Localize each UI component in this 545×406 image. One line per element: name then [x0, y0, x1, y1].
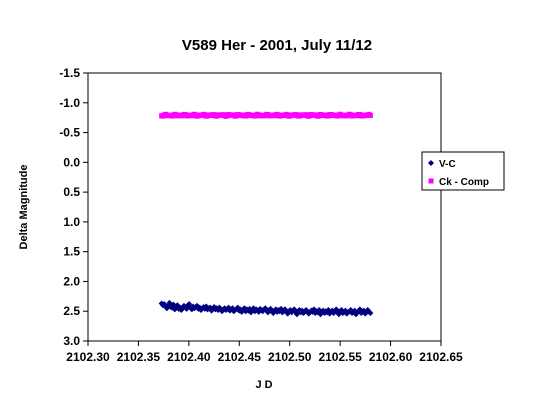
y-tick-label: 2.5 [63, 304, 80, 318]
legend-marker-vc [428, 160, 434, 166]
x-axis: 2102.30 2102.35 2102.40 2102.45 2102.50 2102.… [66, 341, 463, 364]
y-tick-label: -1.5 [59, 66, 80, 80]
x-tick-label: 2102.50 [268, 350, 312, 364]
y-axis: -1.5 -1.0 -0.5 0.0 0.5 1.0 1.5 2.0 2.5 3.0 [59, 66, 88, 348]
data-point-ck-comp [367, 112, 373, 118]
x-tick-label: 2102.60 [369, 350, 413, 364]
y-tick-label: 1.5 [63, 245, 80, 259]
y-axis-label: Delta Magnitude [18, 165, 30, 250]
chart-title: V589 Her - 2001, July 11/12 [182, 37, 372, 54]
legend: V-C Ck - Comp [421, 151, 505, 191]
x-tick-label: 2102.65 [419, 350, 463, 364]
legend-label: V-C [439, 159, 456, 170]
legend-label: Ck - Comp [439, 177, 489, 188]
y-tick-label: -1.0 [59, 96, 80, 110]
data-point-vc [367, 310, 374, 317]
x-tick-label: 2102.35 [117, 350, 161, 364]
y-tick-label: 2.0 [63, 274, 80, 288]
y-tick-label: 0.0 [63, 155, 80, 169]
x-axis-label: J D [255, 379, 272, 391]
y-tick-label: 0.5 [63, 185, 80, 199]
x-tick-label: 2102.45 [218, 350, 262, 364]
x-tick-label: 2102.30 [66, 350, 110, 364]
x-tick-label: 2102.55 [318, 350, 362, 364]
data-points [158, 111, 374, 318]
y-tick-label: -0.5 [59, 126, 80, 140]
legend-box [421, 151, 505, 191]
y-tick-label: 3.0 [63, 334, 80, 348]
legend-marker-ck-comp [428, 178, 434, 184]
x-tick-label: 2102.40 [167, 350, 211, 364]
y-tick-label: 1.0 [63, 215, 80, 229]
